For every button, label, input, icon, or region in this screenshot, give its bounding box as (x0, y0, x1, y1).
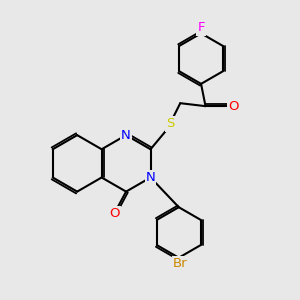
Text: F: F (197, 22, 205, 34)
Text: O: O (228, 100, 239, 113)
Text: N: N (146, 171, 155, 184)
Text: Br: Br (173, 257, 188, 270)
Text: N: N (121, 129, 131, 142)
Text: O: O (109, 207, 119, 220)
Text: S: S (166, 118, 174, 130)
